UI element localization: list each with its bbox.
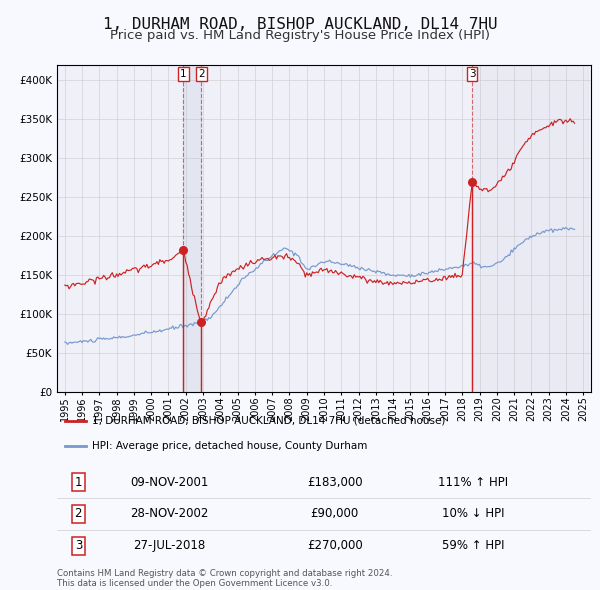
Text: 09-NOV-2001: 09-NOV-2001 [130, 476, 208, 489]
Text: £90,000: £90,000 [311, 507, 359, 520]
Text: Price paid vs. HM Land Registry's House Price Index (HPI): Price paid vs. HM Land Registry's House … [110, 30, 490, 42]
Text: 2: 2 [74, 507, 82, 520]
Text: 1: 1 [74, 476, 82, 489]
Text: 2: 2 [198, 69, 205, 79]
Bar [472, 65, 589, 392]
Text: 28-NOV-2002: 28-NOV-2002 [130, 507, 208, 520]
Text: 10% ↓ HPI: 10% ↓ HPI [442, 507, 505, 520]
Text: 27-JUL-2018: 27-JUL-2018 [133, 539, 205, 552]
Text: 1, DURHAM ROAD, BISHOP AUCKLAND, DL14 7HU: 1, DURHAM ROAD, BISHOP AUCKLAND, DL14 7H… [103, 17, 497, 31]
Text: This data is licensed under the Open Government Licence v3.0.: This data is licensed under the Open Gov… [57, 579, 332, 588]
Text: HPI: Average price, detached house, County Durham: HPI: Average price, detached house, Coun… [92, 441, 367, 451]
Text: 59% ↑ HPI: 59% ↑ HPI [442, 539, 505, 552]
Text: 1, DURHAM ROAD, BISHOP AUCKLAND, DL14 7HU (detached house): 1, DURHAM ROAD, BISHOP AUCKLAND, DL14 7H… [92, 416, 445, 425]
Bar [184, 65, 202, 392]
Text: 111% ↑ HPI: 111% ↑ HPI [439, 476, 509, 489]
Text: Contains HM Land Registry data © Crown copyright and database right 2024.: Contains HM Land Registry data © Crown c… [57, 569, 392, 578]
Text: 3: 3 [74, 539, 82, 552]
Text: 3: 3 [469, 69, 475, 79]
Text: £183,000: £183,000 [307, 476, 362, 489]
Text: £270,000: £270,000 [307, 539, 362, 552]
Text: 1: 1 [180, 69, 187, 79]
